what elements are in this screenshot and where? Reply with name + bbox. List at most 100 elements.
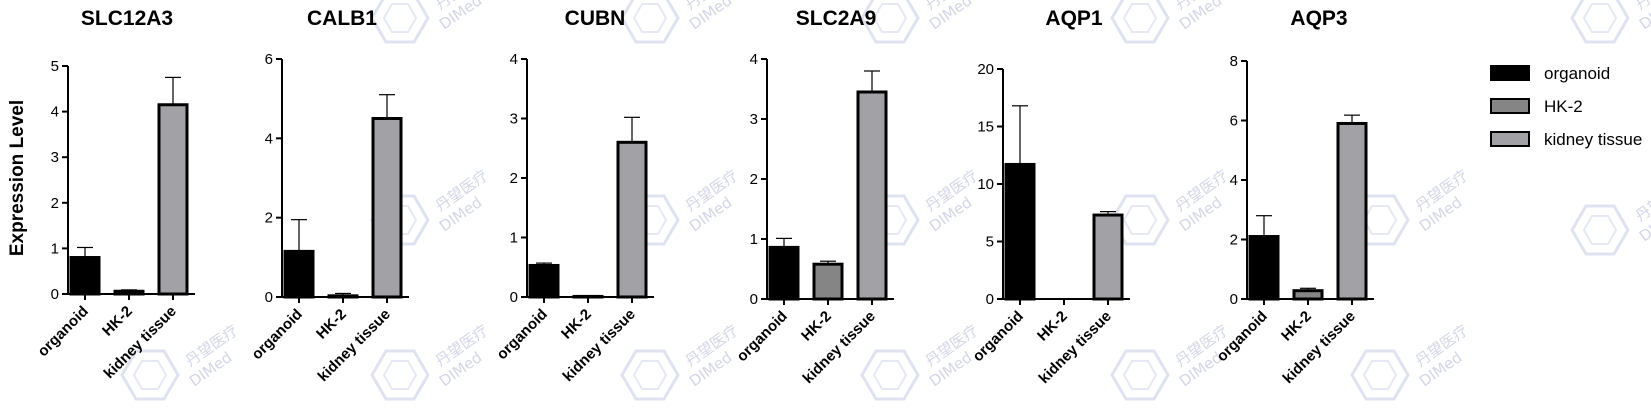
watermark-hexagon-inner-icon — [1122, 205, 1158, 235]
watermark-hexagon-inner-icon — [1362, 205, 1398, 235]
legend-swatch — [1490, 131, 1530, 147]
legend-entry: organoid — [1490, 64, 1610, 83]
bar-kidney-tissue — [371, 117, 403, 299]
y-tick-label: 4 — [265, 130, 273, 147]
watermark-hexagon-inner-icon — [1122, 360, 1158, 390]
y-tick-label: 0 — [986, 291, 994, 308]
bar-organoid — [283, 249, 315, 299]
legend-label: organoid — [1544, 64, 1610, 83]
y-tick-label: 1 — [51, 240, 59, 257]
watermark-hexagon-inner-icon — [872, 360, 908, 390]
watermark-hexagon-icon — [1350, 349, 1410, 401]
y-tick-label: 3 — [51, 149, 59, 166]
watermark-hexagon-inner-icon — [632, 360, 668, 390]
x-tick-label: HK-2 — [558, 306, 595, 343]
watermark-hexagon-inner-icon — [872, 3, 908, 33]
y-tick-label: 2 — [51, 195, 59, 212]
watermark-hexagon-icon — [620, 0, 680, 44]
y-tick-label: 6 — [265, 51, 273, 68]
watermark-hexagon-icon — [370, 349, 430, 401]
watermark-hexagon-icon — [1110, 349, 1170, 401]
x-tick-label: organoid — [34, 303, 91, 360]
y-tick-label: 0 — [265, 289, 273, 306]
y-tick-label: 2 — [1230, 232, 1238, 249]
watermark-hexagon-inner-icon — [632, 3, 668, 33]
legend-swatch — [1490, 65, 1530, 81]
watermark-hexagon-inner-icon — [1362, 360, 1398, 390]
watermark-hexagon-icon — [860, 0, 920, 44]
panel-title: SLC2A9 — [796, 7, 877, 30]
y-tick-label: 3 — [750, 111, 758, 128]
y-tick-label: 5 — [986, 234, 994, 251]
x-tick-label: organoid — [248, 306, 305, 363]
y-tick-label: 15 — [977, 119, 994, 136]
watermark-hexagon-inner-icon — [132, 360, 168, 390]
y-tick-label: 4 — [510, 51, 518, 68]
y-tick-label: 1 — [750, 231, 758, 248]
y-axis-label: Expression Level — [7, 100, 28, 256]
y-tick-label: 2 — [750, 171, 758, 188]
bar-organoid — [528, 263, 560, 299]
y-tick-label: 0 — [1230, 291, 1238, 308]
x-tick-label: HK-2 — [1278, 308, 1315, 345]
panel-title: CUBN — [565, 7, 626, 30]
legend-entry: kidney tissue — [1490, 130, 1642, 149]
x-tick-label: organoid — [493, 306, 550, 363]
watermark-hexagon-icon — [1570, 204, 1630, 256]
y-tick-label: 20 — [977, 61, 994, 78]
watermark-hexagon-inner-icon — [1582, 3, 1618, 33]
watermark-hexagon-inner-icon — [1122, 3, 1158, 33]
watermark-hexagon-icon — [370, 0, 430, 44]
watermark-hexagon-icon — [1110, 0, 1170, 44]
x-tick-label: organoid — [733, 308, 790, 365]
legend-swatch — [1490, 98, 1530, 114]
y-tick-label: 2 — [510, 170, 518, 187]
y-tick-label: 6 — [1230, 113, 1238, 130]
watermark-hexagon-icon — [620, 349, 680, 401]
bar-organoid — [768, 245, 800, 301]
watermark-hexagon-icon — [120, 349, 180, 401]
bar-hk-2 — [812, 262, 844, 301]
y-tick-label: 0 — [510, 289, 518, 306]
y-tick-label: 3 — [510, 111, 518, 128]
x-tick-label: HK-2 — [313, 306, 350, 343]
bar-kidney-tissue — [1336, 121, 1368, 301]
x-tick-label: HK-2 — [1034, 308, 1071, 345]
panel-title: AQP3 — [1290, 7, 1347, 30]
bar-organoid — [69, 256, 101, 296]
watermark-hexagon-inner-icon — [382, 360, 418, 390]
y-tick-label: 8 — [1230, 53, 1238, 70]
bar-kidney-tissue — [1092, 213, 1124, 301]
watermark-hexagon-icon — [1570, 0, 1630, 44]
panel-title: CALB1 — [307, 7, 377, 30]
legend-entry: HK-2 — [1490, 97, 1583, 116]
legend-label: HK-2 — [1544, 97, 1583, 116]
legend-label: kidney tissue — [1544, 130, 1642, 149]
panel-title: AQP1 — [1045, 7, 1103, 30]
x-tick-label: HK-2 — [798, 308, 835, 345]
watermark-hexagon-icon — [860, 349, 920, 401]
watermark-hexagon-inner-icon — [1582, 215, 1618, 245]
y-tick-label: 10 — [977, 176, 994, 193]
panel-title: SLC12A3 — [81, 7, 173, 30]
y-tick-label: 1 — [510, 230, 518, 247]
y-tick-label: 0 — [750, 291, 758, 308]
x-tick-label: HK-2 — [99, 303, 136, 340]
